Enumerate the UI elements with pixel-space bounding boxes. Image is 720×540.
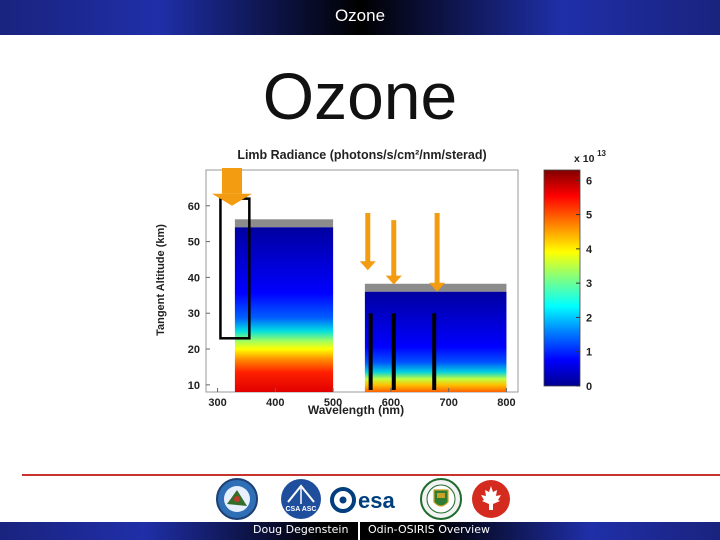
colorbar-tick-label: 4 bbox=[586, 244, 593, 256]
y-tick-label: 40 bbox=[188, 272, 200, 284]
x-tick-label: 500 bbox=[324, 397, 342, 409]
annotation-arrow-head bbox=[359, 261, 376, 271]
csa-asc-logo: CSA ASC bbox=[278, 478, 324, 520]
footer-divider bbox=[22, 474, 720, 476]
header-title: Ozone bbox=[334, 6, 386, 25]
colorbar-tick-label: 3 bbox=[586, 278, 592, 290]
header-bar bbox=[0, 0, 720, 35]
annotation-arrow-head bbox=[429, 282, 446, 292]
esa-logo: esa bbox=[328, 478, 406, 520]
annotation-arrow-head bbox=[385, 275, 402, 285]
chart-title: Limb Radiance (photons/s/cm²/nm/sterad) bbox=[237, 148, 486, 162]
annotation-arrow-shaft bbox=[222, 168, 242, 194]
colorbar-tick-label: 5 bbox=[586, 210, 592, 222]
footer-separator bbox=[358, 522, 360, 540]
annotation-arrow-shaft bbox=[365, 212, 371, 263]
y-tick-label: 30 bbox=[188, 308, 200, 320]
colorbar-multiplier: x 10 bbox=[574, 153, 595, 165]
limb-radiance-chart: 300 400 500 600 700 800 10 20 30 40 50 60 Limb Radi… bbox=[150, 142, 610, 420]
x-tick-label: 800 bbox=[497, 397, 515, 409]
esa-text: esa bbox=[358, 488, 395, 513]
university-of-saskatchewan-logo bbox=[418, 478, 464, 520]
x-tick-label: 400 bbox=[266, 397, 284, 409]
colorbar bbox=[543, 169, 581, 387]
canada-maple-leaf-logo bbox=[471, 478, 511, 520]
x-axis-label: Wavelength (nm) bbox=[308, 403, 404, 417]
colorbar-tick-label: 6 bbox=[586, 175, 592, 187]
colorbar-tick-label: 0 bbox=[586, 381, 592, 393]
colorbar-tick-label: 2 bbox=[586, 312, 592, 324]
colorbar-tick-label: 1 bbox=[586, 347, 592, 359]
y-tick-label: 60 bbox=[188, 201, 200, 213]
slide-title: Ozone bbox=[262, 59, 458, 133]
y-tick-label: 50 bbox=[188, 237, 200, 249]
odin-logo bbox=[215, 478, 259, 520]
radiance-segment bbox=[234, 227, 334, 392]
annotation-arrow-shaft bbox=[391, 220, 397, 277]
y-tick-label: 20 bbox=[188, 344, 200, 356]
footer-presentation: Odin-OSIRIS Overview bbox=[368, 523, 490, 536]
radiance-saturation-cap bbox=[234, 219, 334, 228]
x-tick-label: 300 bbox=[208, 397, 226, 409]
annotation-arrow-head bbox=[212, 193, 252, 206]
footer-author: Doug Degenstein bbox=[253, 523, 349, 536]
y-axis-label: Tangent Altitude (km) bbox=[155, 224, 167, 336]
footer-bar bbox=[0, 522, 720, 540]
y-tick-label: 10 bbox=[188, 380, 200, 392]
colorbar-exponent: 13 bbox=[597, 149, 606, 158]
x-tick-label: 700 bbox=[439, 397, 457, 409]
annotation-arrow-shaft bbox=[434, 212, 440, 284]
x-tick-label: 600 bbox=[382, 397, 400, 409]
csa-text: CSA ASC bbox=[286, 506, 317, 513]
